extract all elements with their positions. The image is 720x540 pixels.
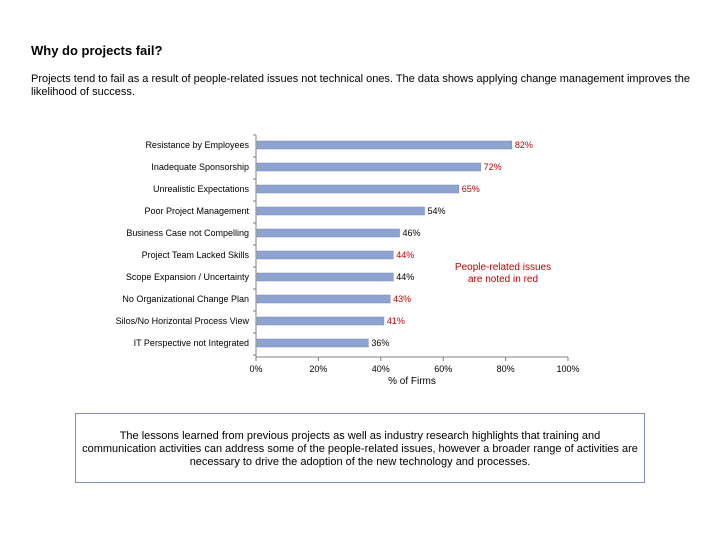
x-tick-label: 60% bbox=[434, 364, 452, 374]
category-label: Unrealistic Expectations bbox=[153, 184, 250, 194]
x-tick-label: 40% bbox=[372, 364, 390, 374]
bar bbox=[256, 162, 481, 172]
category-label: Silos/No Horizontal Process View bbox=[116, 316, 250, 326]
data-label: 72% bbox=[484, 162, 502, 172]
category-label: Resistance by Employees bbox=[145, 140, 249, 150]
data-label: 46% bbox=[403, 228, 421, 238]
bar bbox=[256, 206, 425, 216]
bar bbox=[256, 250, 394, 260]
category-label: Poor Project Management bbox=[144, 206, 249, 216]
data-label: 43% bbox=[393, 294, 411, 304]
data-label: 36% bbox=[371, 338, 389, 348]
category-label: Project Team Lacked Skills bbox=[142, 250, 250, 260]
x-tick-label: 0% bbox=[249, 364, 262, 374]
data-label: 82% bbox=[515, 140, 533, 150]
category-label: Business Case not Compelling bbox=[126, 228, 249, 238]
x-tick-label: 100% bbox=[556, 364, 579, 374]
category-label: Scope Expansion / Uncertainty bbox=[126, 272, 250, 282]
category-label: Inadequate Sponsorship bbox=[151, 162, 249, 172]
intro-text: Projects tend to fail as a result of peo… bbox=[31, 73, 690, 98]
bar bbox=[256, 272, 394, 282]
bar bbox=[256, 184, 460, 194]
data-label: 44% bbox=[396, 272, 414, 282]
data-label: 54% bbox=[427, 206, 445, 216]
lessons-note: The lessons learned from previous projec… bbox=[75, 413, 645, 483]
x-tick-label: 20% bbox=[309, 364, 327, 374]
people-related-annotation: People-related issues are noted in red bbox=[455, 262, 551, 285]
data-label: 65% bbox=[462, 184, 480, 194]
bar bbox=[256, 316, 385, 326]
page-title: Why do projects fail? bbox=[31, 43, 163, 58]
bar bbox=[256, 294, 391, 304]
x-axis-title: % of Firms bbox=[388, 376, 436, 387]
x-tick-label: 80% bbox=[497, 364, 515, 374]
data-label: 41% bbox=[387, 316, 405, 326]
bar bbox=[256, 140, 513, 150]
category-label: IT Perspective not Integrated bbox=[134, 338, 249, 348]
bar bbox=[256, 338, 369, 348]
bar bbox=[256, 228, 400, 238]
data-label: 44% bbox=[396, 250, 414, 260]
category-label: No Organizational Change Plan bbox=[122, 294, 249, 304]
